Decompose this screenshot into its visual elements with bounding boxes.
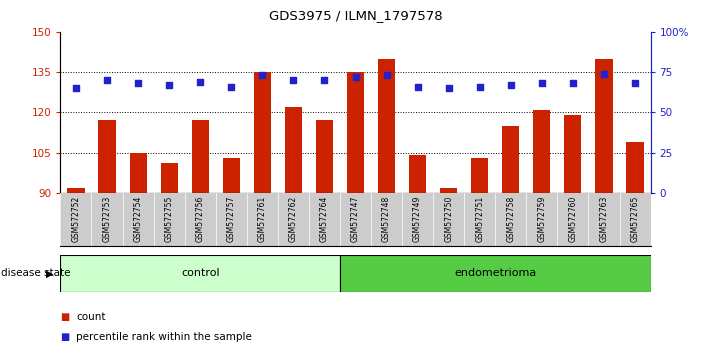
Text: GSM572752: GSM572752 bbox=[72, 195, 80, 242]
Text: GSM572747: GSM572747 bbox=[351, 195, 360, 242]
Text: GSM572749: GSM572749 bbox=[413, 195, 422, 242]
Bar bbox=[440, 188, 457, 354]
Point bbox=[350, 74, 361, 80]
Bar bbox=[378, 59, 395, 354]
Text: GSM572765: GSM572765 bbox=[631, 195, 639, 242]
Bar bbox=[595, 59, 612, 354]
Point bbox=[102, 78, 113, 83]
Point bbox=[257, 73, 268, 78]
Point bbox=[474, 84, 486, 90]
Bar bbox=[316, 120, 333, 354]
Text: GSM572760: GSM572760 bbox=[568, 195, 577, 242]
Bar bbox=[565, 115, 582, 354]
Bar bbox=[347, 72, 364, 354]
Bar bbox=[340, 255, 651, 292]
Bar bbox=[409, 155, 426, 354]
Point bbox=[195, 79, 206, 85]
Bar bbox=[223, 158, 240, 354]
Text: GSM572761: GSM572761 bbox=[258, 195, 267, 242]
Bar bbox=[68, 188, 85, 354]
Point bbox=[70, 85, 82, 91]
Point bbox=[598, 71, 609, 76]
Text: GSM572758: GSM572758 bbox=[506, 195, 515, 242]
Bar bbox=[99, 120, 116, 354]
Text: percentile rank within the sample: percentile rank within the sample bbox=[76, 332, 252, 342]
Point bbox=[567, 81, 579, 86]
Point bbox=[443, 85, 454, 91]
Bar bbox=[161, 164, 178, 354]
Bar bbox=[626, 142, 643, 354]
Text: disease state: disease state bbox=[1, 268, 71, 279]
Text: ■: ■ bbox=[60, 312, 70, 322]
Text: control: control bbox=[181, 268, 220, 279]
Text: GSM572755: GSM572755 bbox=[165, 195, 173, 242]
Point bbox=[288, 78, 299, 83]
Text: GSM572764: GSM572764 bbox=[320, 195, 329, 242]
Text: GSM572757: GSM572757 bbox=[227, 195, 236, 242]
Bar bbox=[471, 158, 488, 354]
Text: GSM572756: GSM572756 bbox=[196, 195, 205, 242]
Text: GSM572762: GSM572762 bbox=[289, 195, 298, 242]
Point bbox=[164, 82, 175, 88]
Point bbox=[505, 82, 516, 88]
Text: ▶: ▶ bbox=[46, 268, 53, 279]
Text: GSM572763: GSM572763 bbox=[599, 195, 609, 242]
Point bbox=[381, 73, 392, 78]
Bar bbox=[192, 120, 209, 354]
Text: GSM572759: GSM572759 bbox=[538, 195, 546, 242]
Text: ■: ■ bbox=[60, 332, 70, 342]
Bar bbox=[254, 72, 271, 354]
Point bbox=[629, 81, 641, 86]
Point bbox=[412, 84, 423, 90]
Bar bbox=[533, 110, 550, 354]
Text: GSM572751: GSM572751 bbox=[475, 195, 484, 242]
Bar bbox=[60, 255, 340, 292]
Point bbox=[132, 81, 144, 86]
Text: endometrioma: endometrioma bbox=[454, 268, 536, 279]
Point bbox=[225, 84, 237, 90]
Bar bbox=[129, 153, 146, 354]
Text: GSM572750: GSM572750 bbox=[444, 195, 453, 242]
Point bbox=[319, 78, 330, 83]
Bar bbox=[502, 126, 519, 354]
Bar bbox=[285, 107, 302, 354]
Text: GSM572748: GSM572748 bbox=[382, 195, 391, 242]
Point bbox=[536, 81, 547, 86]
Text: count: count bbox=[76, 312, 105, 322]
Text: GDS3975 / ILMN_1797578: GDS3975 / ILMN_1797578 bbox=[269, 9, 442, 22]
Text: GSM572754: GSM572754 bbox=[134, 195, 143, 242]
Text: GSM572753: GSM572753 bbox=[102, 195, 112, 242]
